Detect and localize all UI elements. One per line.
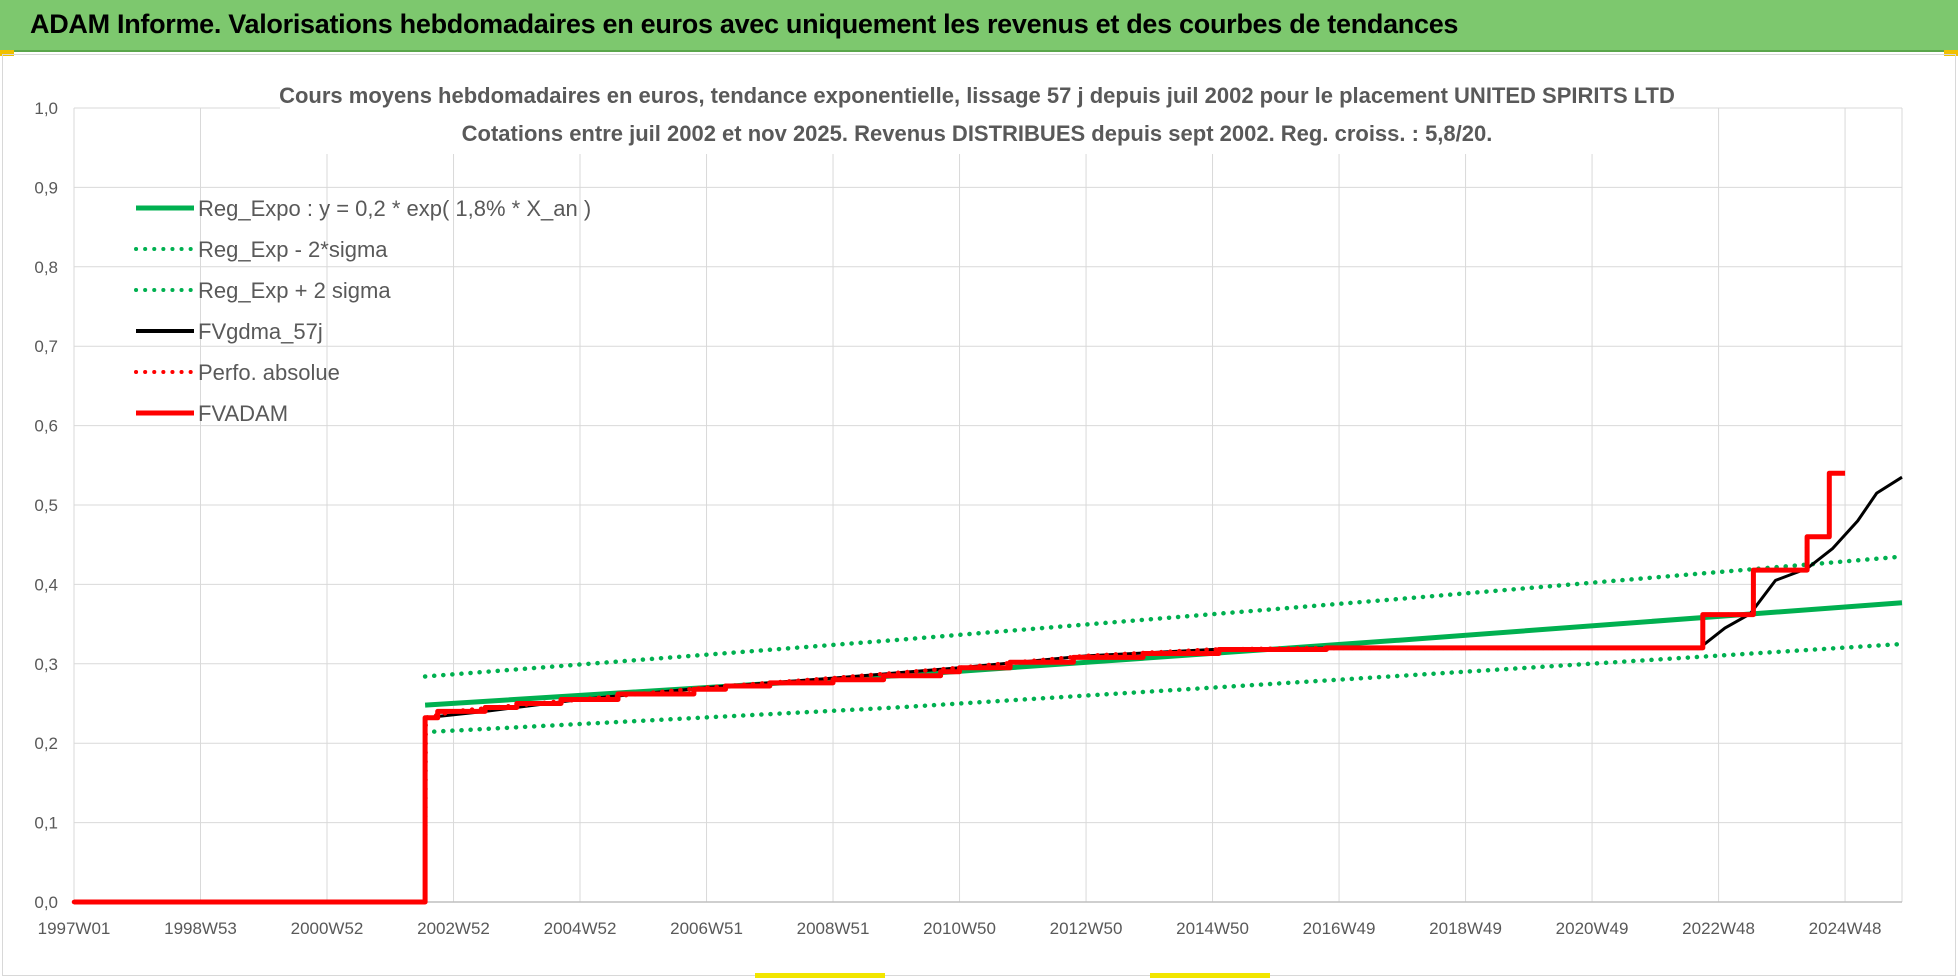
y-tick-label: 0,5 <box>34 496 58 515</box>
chart-title-line-1: Cours moyens hebdomadaires en euros, ten… <box>279 83 1675 108</box>
title-background <box>280 76 1670 154</box>
x-tick-label: 2010W50 <box>923 919 996 938</box>
x-tick-label: 2008W51 <box>797 919 870 938</box>
series-line-4 <box>74 475 1903 904</box>
series-line-3 <box>422 554 1905 679</box>
y-tick-label: 0,0 <box>34 893 58 912</box>
x-tick-label: 2018W49 <box>1429 919 1502 938</box>
x-tick-label: 2004W52 <box>544 919 617 938</box>
legend: Reg_Expo : y = 0,2 * exp( 1,8% * X_an ) R… <box>134 196 591 426</box>
x-tick-label: 2000W52 <box>291 919 364 938</box>
y-tick-label: 0,7 <box>34 337 58 356</box>
chart-frame <box>2 54 1956 976</box>
y-tick-label: 0,3 <box>34 655 58 674</box>
chart-title-group: Cours moyens hebdomadaires en euros, ten… <box>279 76 1675 154</box>
x-tick-label: 2016W49 <box>1303 919 1376 938</box>
corner-mark-left <box>0 50 14 56</box>
x-tick-label: 2020W49 <box>1556 919 1629 938</box>
y-tick-label: 0,8 <box>34 258 58 277</box>
y-tick-label: 0,4 <box>34 575 58 594</box>
y-tick-label: 0,9 <box>34 178 58 197</box>
corner-mark-right <box>1944 50 1958 56</box>
x-tick-label: 2014W50 <box>1176 919 1249 938</box>
y-tick-label: 0,1 <box>34 814 58 833</box>
series-line-6 <box>74 470 1846 905</box>
series-lines <box>71 470 1905 905</box>
x-tick-label: 1998W53 <box>164 919 237 938</box>
axes: 0,0 0,1 0,2 0,3 0,4 0,5 0,6 0,7 0,8 0,9 1,0 1997W01… <box>34 99 1902 938</box>
series-line-2 <box>422 641 1905 735</box>
legend-label-3: Reg_Exp + 2 sigma <box>198 278 391 303</box>
legend-label-6: FVADAM <box>198 401 288 426</box>
legend-label-4: FVgdma_57j <box>198 319 323 344</box>
y-tick-label: 0,2 <box>34 734 58 753</box>
legend-label-1: Reg_Expo : y = 0,2 * exp( 1,8% * X_an ) <box>198 196 591 221</box>
y-tick-label: 1,0 <box>34 99 58 118</box>
y-tick-label: 0,6 <box>34 417 58 436</box>
grid-lines <box>73 107 1903 903</box>
bottom-mark-1 <box>755 973 885 978</box>
legend-label-2: Reg_Exp - 2*sigma <box>198 237 388 262</box>
x-tick-label: 2024W48 <box>1809 919 1882 938</box>
x-tick-label: 2002W52 <box>417 919 490 938</box>
x-tick-label: 2006W51 <box>670 919 743 938</box>
x-tick-label: 2012W50 <box>1050 919 1123 938</box>
legend-label-5: Perfo. absolue <box>198 360 340 385</box>
x-tick-label: 1997W01 <box>38 919 111 938</box>
header-banner: ADAM Informe. Valorisations hebdomadaire… <box>0 0 1958 52</box>
page-title: ADAM Informe. Valorisations hebdomadaire… <box>30 9 1459 39</box>
bottom-mark-2 <box>1150 973 1270 978</box>
chart-title-line-2: Cotations entre juil 2002 et nov 2025. R… <box>462 121 1493 146</box>
x-tick-label: 2022W48 <box>1682 919 1755 938</box>
